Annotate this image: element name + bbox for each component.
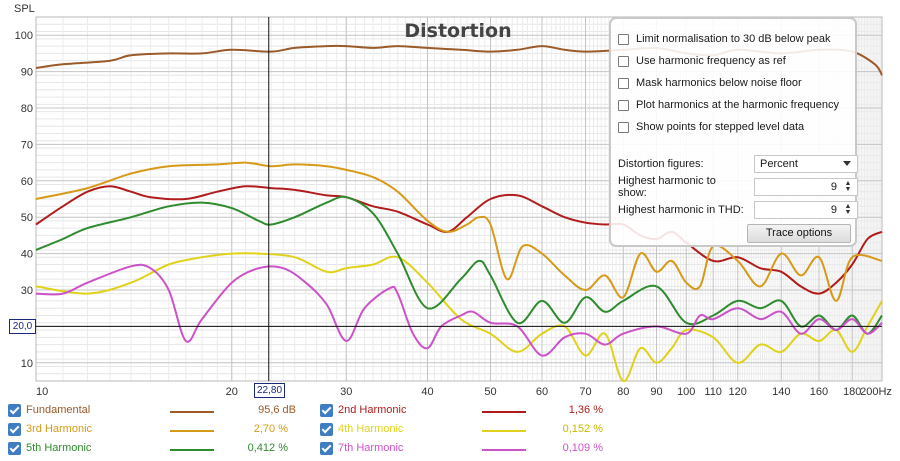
distortion-figures-select[interactable]: Percent <box>754 155 858 173</box>
highest-show-label: Highest harmonic to show: <box>618 175 716 199</box>
highest-thd-value: 9 <box>830 204 837 216</box>
legend-name: Fundamental <box>26 404 91 416</box>
y-tick-label: 80 <box>21 103 33 115</box>
checkbox-checked-icon[interactable] <box>320 442 333 455</box>
legend-swatch <box>170 449 214 451</box>
mask-harmonics-label: Mask harmonics below noise floor <box>636 77 802 89</box>
legend-item-7th-harmonic[interactable]: 7th Harmonic 0,109 % <box>320 441 620 457</box>
use-harmonic-ref-label: Use harmonic frequency as ref <box>636 55 786 67</box>
x-tick-label: 90 <box>650 386 662 398</box>
legend-value: 2,70 % <box>253 423 288 435</box>
legend-swatch <box>170 430 214 432</box>
tick-labels: 1020304050607080901001020304050607080901… <box>15 30 892 398</box>
trace-options-button[interactable]: Trace options <box>747 224 851 243</box>
x-tick-label: 180 <box>843 386 861 398</box>
mask-harmonics-checkbox[interactable] <box>618 77 629 89</box>
checkbox-checked-icon[interactable] <box>8 404 21 417</box>
x-tick-label: 50 <box>484 386 496 398</box>
legend-swatch <box>170 411 214 413</box>
x-tick-label: 40 <box>421 386 433 398</box>
x-tick-label: 100 <box>677 386 695 398</box>
legend-swatch <box>482 430 526 432</box>
chevron-down-icon <box>843 161 851 166</box>
mask-harmonics-option[interactable]: Mask harmonics below noise floor <box>618 75 802 91</box>
legend-name: 5th Harmonic <box>26 442 92 454</box>
x-tick-label: 60 <box>536 386 548 398</box>
limit-normalisation-label: Limit normalisation to 30 dB below peak <box>636 33 831 45</box>
legend-value: 0,109 % <box>562 442 603 454</box>
legend-swatch <box>482 449 526 451</box>
legend-name: 7th Harmonic <box>338 442 404 454</box>
distortion-options-panel: Limit normalisation to 30 dB below peak … <box>609 17 858 247</box>
x-tick-label: 160 <box>810 386 828 398</box>
y-axis-label: SPL <box>14 3 35 15</box>
x-tick-label: 80 <box>617 386 629 398</box>
legend-item-3rd-harmonic[interactable]: 3rd Harmonic 2,70 % <box>8 422 308 438</box>
legend-value: 0,412 % <box>247 442 288 454</box>
legend-item-4th-harmonic[interactable]: 4th Harmonic 0,152 % <box>320 422 620 438</box>
chart-title: Distortion <box>404 20 511 42</box>
spinner-arrows-icon[interactable]: ▲ ▼ <box>844 203 852 216</box>
distortion-figures-value: Percent <box>760 158 798 170</box>
y-tick-label: 90 <box>21 67 33 79</box>
y-tick-label: 50 <box>21 212 33 224</box>
cursor-lines <box>36 17 882 381</box>
legend-value: 95,6 dB <box>258 404 296 416</box>
x-tick-label: 30 <box>340 386 352 398</box>
highest-thd-spinner[interactable]: 9 ▲ ▼ <box>754 201 858 219</box>
series-2nd-harmonic <box>35 185 883 295</box>
x-tick-label: 20 <box>226 386 238 398</box>
highest-thd-row: Highest harmonic in THD: 9 ▲ ▼ <box>618 200 858 220</box>
limit-normalisation-checkbox[interactable] <box>618 33 629 45</box>
highest-show-spinner[interactable]: 9 ▲ ▼ <box>754 178 858 196</box>
checkbox-checked-icon[interactable] <box>8 423 21 436</box>
x-tick-label: 110 <box>704 386 722 398</box>
y-tick-label: 70 <box>21 139 33 151</box>
plot-harmonics-label: Plot harmonics at the harmonic frequency <box>636 99 839 111</box>
y-tick-label: 100 <box>15 30 33 42</box>
distortion-figures-row: Distortion figures: Percent <box>618 154 858 174</box>
checkbox-checked-icon[interactable] <box>320 404 333 417</box>
plot-harmonics-option[interactable]: Plot harmonics at the harmonic frequency <box>618 97 839 113</box>
cursor-x-readout: 22,80 <box>254 383 285 398</box>
x-tick-label: 120 <box>729 386 747 398</box>
legend-item-2nd-harmonic[interactable]: 2nd Harmonic 1,36 % <box>320 403 620 419</box>
plot-harmonics-checkbox[interactable] <box>618 99 629 111</box>
y-tick-label: 60 <box>21 176 33 188</box>
legend-value: 0,152 % <box>562 423 603 435</box>
highest-show-row: Highest harmonic to show: 9 ▲ ▼ <box>618 175 858 199</box>
highest-thd-label: Highest harmonic in THD: <box>618 204 744 216</box>
series-3rd-harmonic <box>35 161 883 302</box>
y-tick-label: 40 <box>21 249 33 261</box>
legend-name: 2nd Harmonic <box>338 404 407 416</box>
show-points-option[interactable]: Show points for stepped level data <box>618 119 804 135</box>
use-harmonic-ref-checkbox[interactable] <box>618 55 629 67</box>
limit-normalisation-option[interactable]: Limit normalisation to 30 dB below peak <box>618 31 830 47</box>
legend-item-5th-harmonic[interactable]: 5th Harmonic 0,412 % <box>8 441 308 457</box>
legend-swatch <box>482 411 526 413</box>
x-tick-label: 200Hz <box>860 386 892 398</box>
y-tick-label: 10 <box>21 358 33 370</box>
show-points-label: Show points for stepped level data <box>636 121 805 133</box>
x-tick-label: 140 <box>772 386 790 398</box>
checkbox-checked-icon[interactable] <box>320 423 333 436</box>
y-tick-label: 30 <box>21 285 33 297</box>
highest-show-value: 9 <box>830 181 837 193</box>
distortion-figures-label: Distortion figures: <box>618 158 704 170</box>
series-5th-harmonic <box>35 195 883 335</box>
spinner-arrows-icon[interactable]: ▲ ▼ <box>844 180 852 193</box>
legend-value: 1,36 % <box>568 404 603 416</box>
use-harmonic-ref-option[interactable]: Use harmonic frequency as ref <box>618 53 786 69</box>
x-tick-label: 70 <box>579 386 591 398</box>
legend-name: 4th Harmonic <box>338 423 404 435</box>
checkbox-checked-icon[interactable] <box>8 442 21 455</box>
show-points-checkbox[interactable] <box>618 121 629 133</box>
cursor-y-readout: 20,0 <box>9 319 36 334</box>
series-7th-harmonic <box>35 263 883 357</box>
legend-name: 3rd Harmonic <box>26 423 93 435</box>
legend-item-fundamental[interactable]: Fundamental 95,6 dB <box>8 403 308 419</box>
x-tick-label: 10 <box>36 386 48 398</box>
